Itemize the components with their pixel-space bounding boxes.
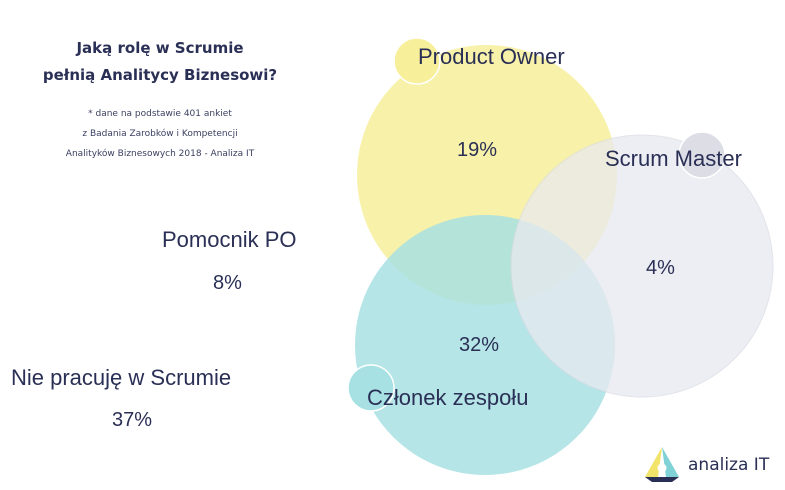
title-line-1: Jaką rolę w Scrumie (76, 39, 244, 57)
circle-scrum-master (510, 134, 774, 398)
small-circle-product-owner (393, 37, 441, 85)
title-line-2: pełnią Analitycy Biznesowi? (42, 66, 278, 84)
logo-text: analiza IT (688, 455, 770, 475)
analiza-logo-icon (645, 447, 679, 482)
source-note: * dane na podstawie 401 ankiet z Badania… (10, 104, 310, 164)
small-circle-team-member (347, 364, 395, 412)
small-circle-scrum-master (678, 131, 726, 179)
note-line-1: * dane na podstawie 401 ankiet (88, 109, 232, 119)
chart-title: Jaką rolę w Scrumie pełnią Analitycy Biz… (10, 35, 310, 89)
note-line-3: Analityków Biznesowych 2018 - Analiza IT (65, 149, 255, 159)
label-po-helper: Pomocnik PO (162, 227, 297, 252)
note-line-2: z Badania Zarobków i Kompetencji (82, 129, 238, 139)
label-scrum-master: Scrum Master (605, 146, 742, 171)
label-not-scrum: Nie pracuję w Scrumie (11, 365, 232, 390)
label-product-owner: Product Owner (418, 44, 565, 69)
value-po-helper: 8% (213, 272, 242, 294)
value-not-scrum: 37% (112, 409, 153, 431)
value-product-owner: 19% (457, 139, 498, 161)
value-team-member: 32% (459, 334, 500, 356)
value-scrum-master: 4% (646, 257, 675, 279)
label-team-member: Członek zespołu (367, 385, 529, 410)
